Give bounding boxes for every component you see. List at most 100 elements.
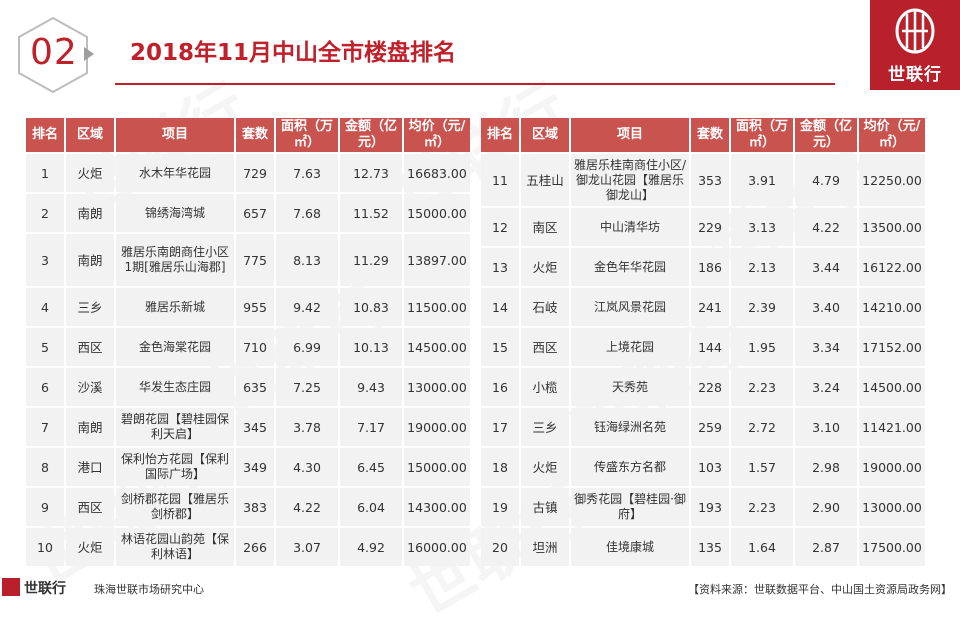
rank-cell: 18 (481, 448, 519, 486)
rank-cell: 17 (481, 408, 519, 446)
table-row: 3 南朗 雅居乐南朗商住小区1期[雅居乐山海郡] 775 8.13 11.29 13897.… (26, 234, 470, 286)
rank-cell: 2 (26, 194, 64, 232)
units-cell: 729 (236, 154, 274, 192)
size-cell: 4.22 (276, 488, 338, 526)
table-row: 8 港口 保利怡方花园【保利国际广场】 349 4.30 6.45 15000.00 (26, 448, 470, 486)
area-cell: 火炬 (521, 448, 569, 486)
units-cell: 353 (691, 154, 729, 206)
units-cell: 266 (236, 528, 274, 566)
footer-company: 珠海世联市场研究中心 (94, 583, 204, 596)
table-body: 1 火炬 水木年华花园 729 7.63 12.73 16683.00 2 南朗 锦绣海湾城 657… (26, 154, 470, 566)
size-cell: 2.39 (731, 288, 793, 326)
area-cell: 三乡 (521, 408, 569, 446)
price-cell: 17152.00 (859, 328, 925, 366)
price-cell: 19000.00 (404, 408, 470, 446)
size-cell: 1.57 (731, 448, 793, 486)
area-cell: 五桂山 (521, 154, 569, 206)
units-cell: 349 (236, 448, 274, 486)
amount-cell: 2.98 (795, 448, 857, 486)
project-cell: 锦绣海湾城 (116, 194, 234, 232)
column-header-project: 项目 (116, 118, 234, 152)
amount-cell: 2.87 (795, 528, 857, 566)
price-cell: 12250.00 (859, 154, 925, 206)
project-cell: 天秀苑 (571, 368, 689, 406)
column-header-price: 均价（元/㎡） (404, 118, 470, 152)
table-row: 12 南区 中山清华坊 229 3.13 4.22 13500.00 (481, 208, 925, 246)
amount-cell: 3.44 (795, 248, 857, 286)
column-header-project: 项目 (571, 118, 689, 152)
amount-cell: 6.04 (340, 488, 402, 526)
area-cell: 南朗 (66, 234, 114, 286)
project-cell: 雅居乐新城 (116, 288, 234, 326)
size-cell: 3.13 (731, 208, 793, 246)
units-cell: 144 (691, 328, 729, 366)
amount-cell: 7.17 (340, 408, 402, 446)
amount-cell: 3.40 (795, 288, 857, 326)
amount-cell: 10.13 (340, 328, 402, 366)
area-cell: 西区 (66, 488, 114, 526)
rank-cell: 10 (26, 528, 64, 566)
units-cell: 241 (691, 288, 729, 326)
rank-cell: 11 (481, 154, 519, 206)
size-cell: 2.72 (731, 408, 793, 446)
project-cell: 传盛东方名都 (571, 448, 689, 486)
units-cell: 657 (236, 194, 274, 232)
rank-cell: 19 (481, 488, 519, 526)
amount-cell: 10.83 (340, 288, 402, 326)
amount-cell: 6.45 (340, 448, 402, 486)
size-cell: 1.64 (731, 528, 793, 566)
size-cell: 7.63 (276, 154, 338, 192)
table-row: 17 三乡 钰海绿洲名苑 259 2.72 3.10 11421.00 (481, 408, 925, 446)
amount-cell: 4.22 (795, 208, 857, 246)
area-cell: 西区 (521, 328, 569, 366)
area-cell: 西区 (66, 328, 114, 366)
rank-cell: 4 (26, 288, 64, 326)
table-row: 15 西区 上境花园 144 1.95 3.34 17152.00 (481, 328, 925, 366)
price-cell: 19000.00 (859, 448, 925, 486)
amount-cell: 2.90 (795, 488, 857, 526)
table-row: 7 南朗 碧朗花园【碧桂园保利天启】 345 3.78 7.17 19000.00 (26, 408, 470, 446)
price-cell: 11421.00 (859, 408, 925, 446)
project-cell: 上境花园 (571, 328, 689, 366)
size-cell: 3.91 (731, 154, 793, 206)
price-cell: 13897.00 (404, 234, 470, 286)
footer-source: 【资料来源：世联数据平台、中山国土资源局政务网】 (688, 583, 952, 596)
price-cell: 14300.00 (404, 488, 470, 526)
project-cell: 雅居乐南朗商住小区1期[雅居乐山海郡] (116, 234, 234, 286)
size-cell: 7.68 (276, 194, 338, 232)
rank-cell: 20 (481, 528, 519, 566)
area-cell: 港口 (66, 448, 114, 486)
area-cell: 南区 (521, 208, 569, 246)
units-cell: 635 (236, 368, 274, 406)
amount-cell: 11.52 (340, 194, 402, 232)
table-row: 9 西区 剑桥郡花园【雅居乐剑桥郡】 383 4.22 6.04 14300.00 (26, 488, 470, 526)
size-cell: 2.13 (731, 248, 793, 286)
section-hexagon (18, 16, 88, 94)
play-arrow-icon (84, 47, 94, 61)
table-header-row: 排名 区域 项目 套数 面积（万㎡） 金额（亿元） 均价（元/㎡） (481, 118, 925, 152)
table-row: 4 三乡 雅居乐新城 955 9.42 10.83 11500.00 (26, 288, 470, 326)
column-header-amount: 金额（亿元） (795, 118, 857, 152)
price-cell: 11500.00 (404, 288, 470, 326)
project-cell: 华发生态庄园 (116, 368, 234, 406)
project-cell: 水木年华花园 (116, 154, 234, 192)
area-cell: 沙溪 (66, 368, 114, 406)
area-cell: 三乡 (66, 288, 114, 326)
column-header-rank: 排名 (26, 118, 64, 152)
project-cell: 保利怡方花园【保利国际广场】 (116, 448, 234, 486)
area-cell: 火炬 (521, 248, 569, 286)
units-cell: 259 (691, 408, 729, 446)
price-cell: 13000.00 (859, 488, 925, 526)
area-cell: 石岐 (521, 288, 569, 326)
amount-cell: 3.10 (795, 408, 857, 446)
project-cell: 雅居乐桂南商住小区/御龙山花园【雅居乐御龙山】 (571, 154, 689, 206)
rank-cell: 3 (26, 234, 64, 286)
area-cell: 南朗 (66, 194, 114, 232)
rank-cell: 12 (481, 208, 519, 246)
project-cell: 碧朗花园【碧桂园保利天启】 (116, 408, 234, 446)
table-row: 14 石岐 江岚风景花园 241 2.39 3.40 14210.00 (481, 288, 925, 326)
project-cell: 佳境康城 (571, 528, 689, 566)
units-cell: 135 (691, 528, 729, 566)
brand-logo: 世联行 (870, 0, 960, 90)
column-header-rank: 排名 (481, 118, 519, 152)
